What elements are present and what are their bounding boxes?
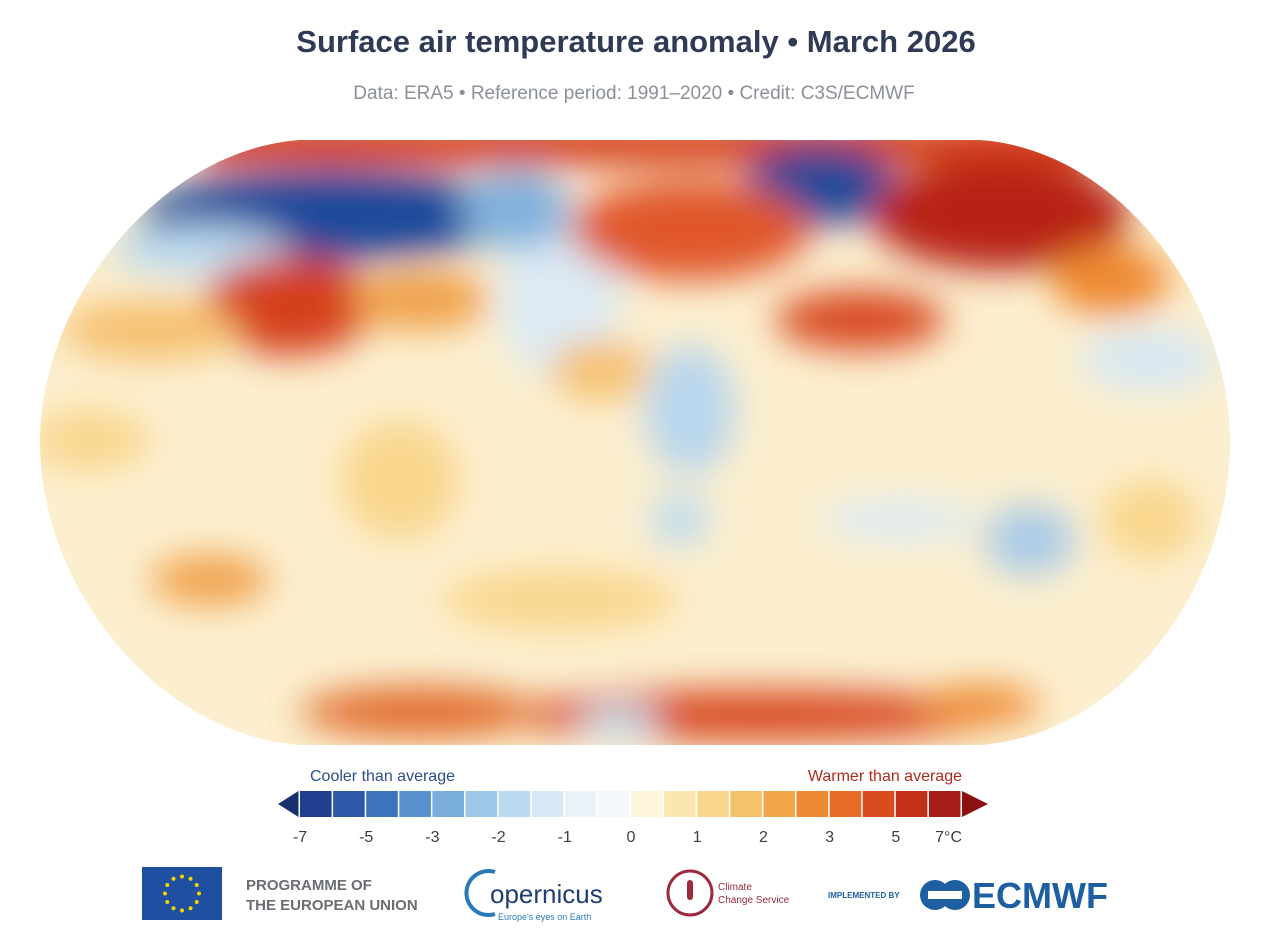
colorbar-segment	[564, 791, 597, 817]
colorbar-segment	[531, 791, 564, 817]
colorbar-segment	[333, 791, 365, 817]
colorbar-segment	[432, 791, 464, 817]
colorbar-segment	[862, 791, 895, 817]
eu-star	[165, 900, 170, 904]
colorbar: -7 -5 -3 -2 -1 0 1 2 3 5 7°C	[278, 791, 988, 846]
colorbar-tick-label: -7	[293, 829, 307, 846]
colorbar-tick-label: -3	[425, 829, 439, 846]
colorbar-tick-label: -5	[359, 829, 373, 846]
map	[40, 140, 1230, 745]
eu-star	[171, 906, 176, 911]
colorbar-tick-label: 3	[825, 829, 834, 846]
colorbar-segment	[829, 791, 862, 817]
colorbar-segment	[366, 791, 398, 817]
cool-label: Cooler than average	[310, 768, 455, 785]
subtitle: Data: ERA5 • Reference period: 1991–2020…	[353, 83, 914, 104]
copernicus-c	[464, 869, 496, 917]
colorbar-tick-label: 1	[693, 829, 702, 846]
eu-stars	[163, 874, 201, 913]
eu-star	[194, 883, 199, 887]
colorbar-segment	[399, 791, 431, 817]
c3s-logo: Climate Change Service	[666, 869, 790, 917]
colorbar-tick-label: -2	[491, 829, 505, 846]
eu-logo: PROGRAMME OF THE EUROPEAN UNION	[142, 867, 418, 920]
colorbar-segment	[763, 791, 795, 817]
colorbar-segment	[928, 791, 961, 817]
ecmwf-mark-gap	[928, 891, 962, 899]
eu-text: PROGRAMME OF	[246, 877, 372, 894]
eu-star	[171, 876, 176, 881]
title: Surface air temperature anomaly • March …	[296, 24, 975, 59]
c3s-thermometer	[687, 880, 693, 900]
colorbar-segment	[895, 791, 928, 817]
copernicus-tagline: Europe's eyes on Earth	[498, 912, 591, 922]
colorbar-arrow-high	[962, 791, 988, 817]
colorbar-segment	[300, 791, 332, 817]
c3s-ring	[666, 869, 714, 917]
eu-text: THE EUROPEAN UNION	[246, 897, 418, 914]
colorbar-tick-label: 0	[627, 829, 636, 846]
eu-star	[188, 906, 193, 911]
warm-label: Warmer than average	[808, 768, 962, 785]
implemented-by: IMPLEMENTED BY	[828, 891, 900, 900]
colorbar-tick-label: 5	[891, 829, 900, 846]
eu-star	[194, 900, 199, 904]
eu-star	[197, 891, 201, 896]
colorbar-segment	[465, 791, 498, 817]
colorbar-segment	[597, 791, 630, 817]
colorbar-segment	[498, 791, 531, 817]
colorbar-tick-label: 7°C	[935, 829, 962, 846]
colorbar-segment	[664, 791, 696, 817]
colorbar-tick-label: 2	[759, 829, 768, 846]
ecmwf-logo: IMPLEMENTED BY ECMWF	[828, 875, 1108, 916]
copernicus-logo: opernicus Europe's eyes on Earth	[464, 869, 603, 922]
anomaly-field	[40, 140, 1220, 740]
c3s-text: Change Service	[718, 895, 790, 906]
eu-star	[180, 908, 184, 913]
eu-star	[165, 883, 170, 887]
copernicus-text: opernicus	[490, 879, 603, 909]
eu-star	[188, 876, 193, 881]
colorbar-tick-label: -1	[558, 829, 572, 846]
ecmwf-text: ECMWF	[972, 875, 1108, 916]
eu-star	[180, 874, 184, 879]
eu-star	[163, 891, 167, 896]
c3s-text: Climate	[718, 882, 752, 893]
colorbar-arrow-low	[278, 791, 299, 817]
colorbar-segment	[796, 791, 829, 817]
colorbar-segment	[697, 791, 729, 817]
colorbar-segment	[631, 791, 663, 817]
colorbar-segment	[730, 791, 762, 817]
